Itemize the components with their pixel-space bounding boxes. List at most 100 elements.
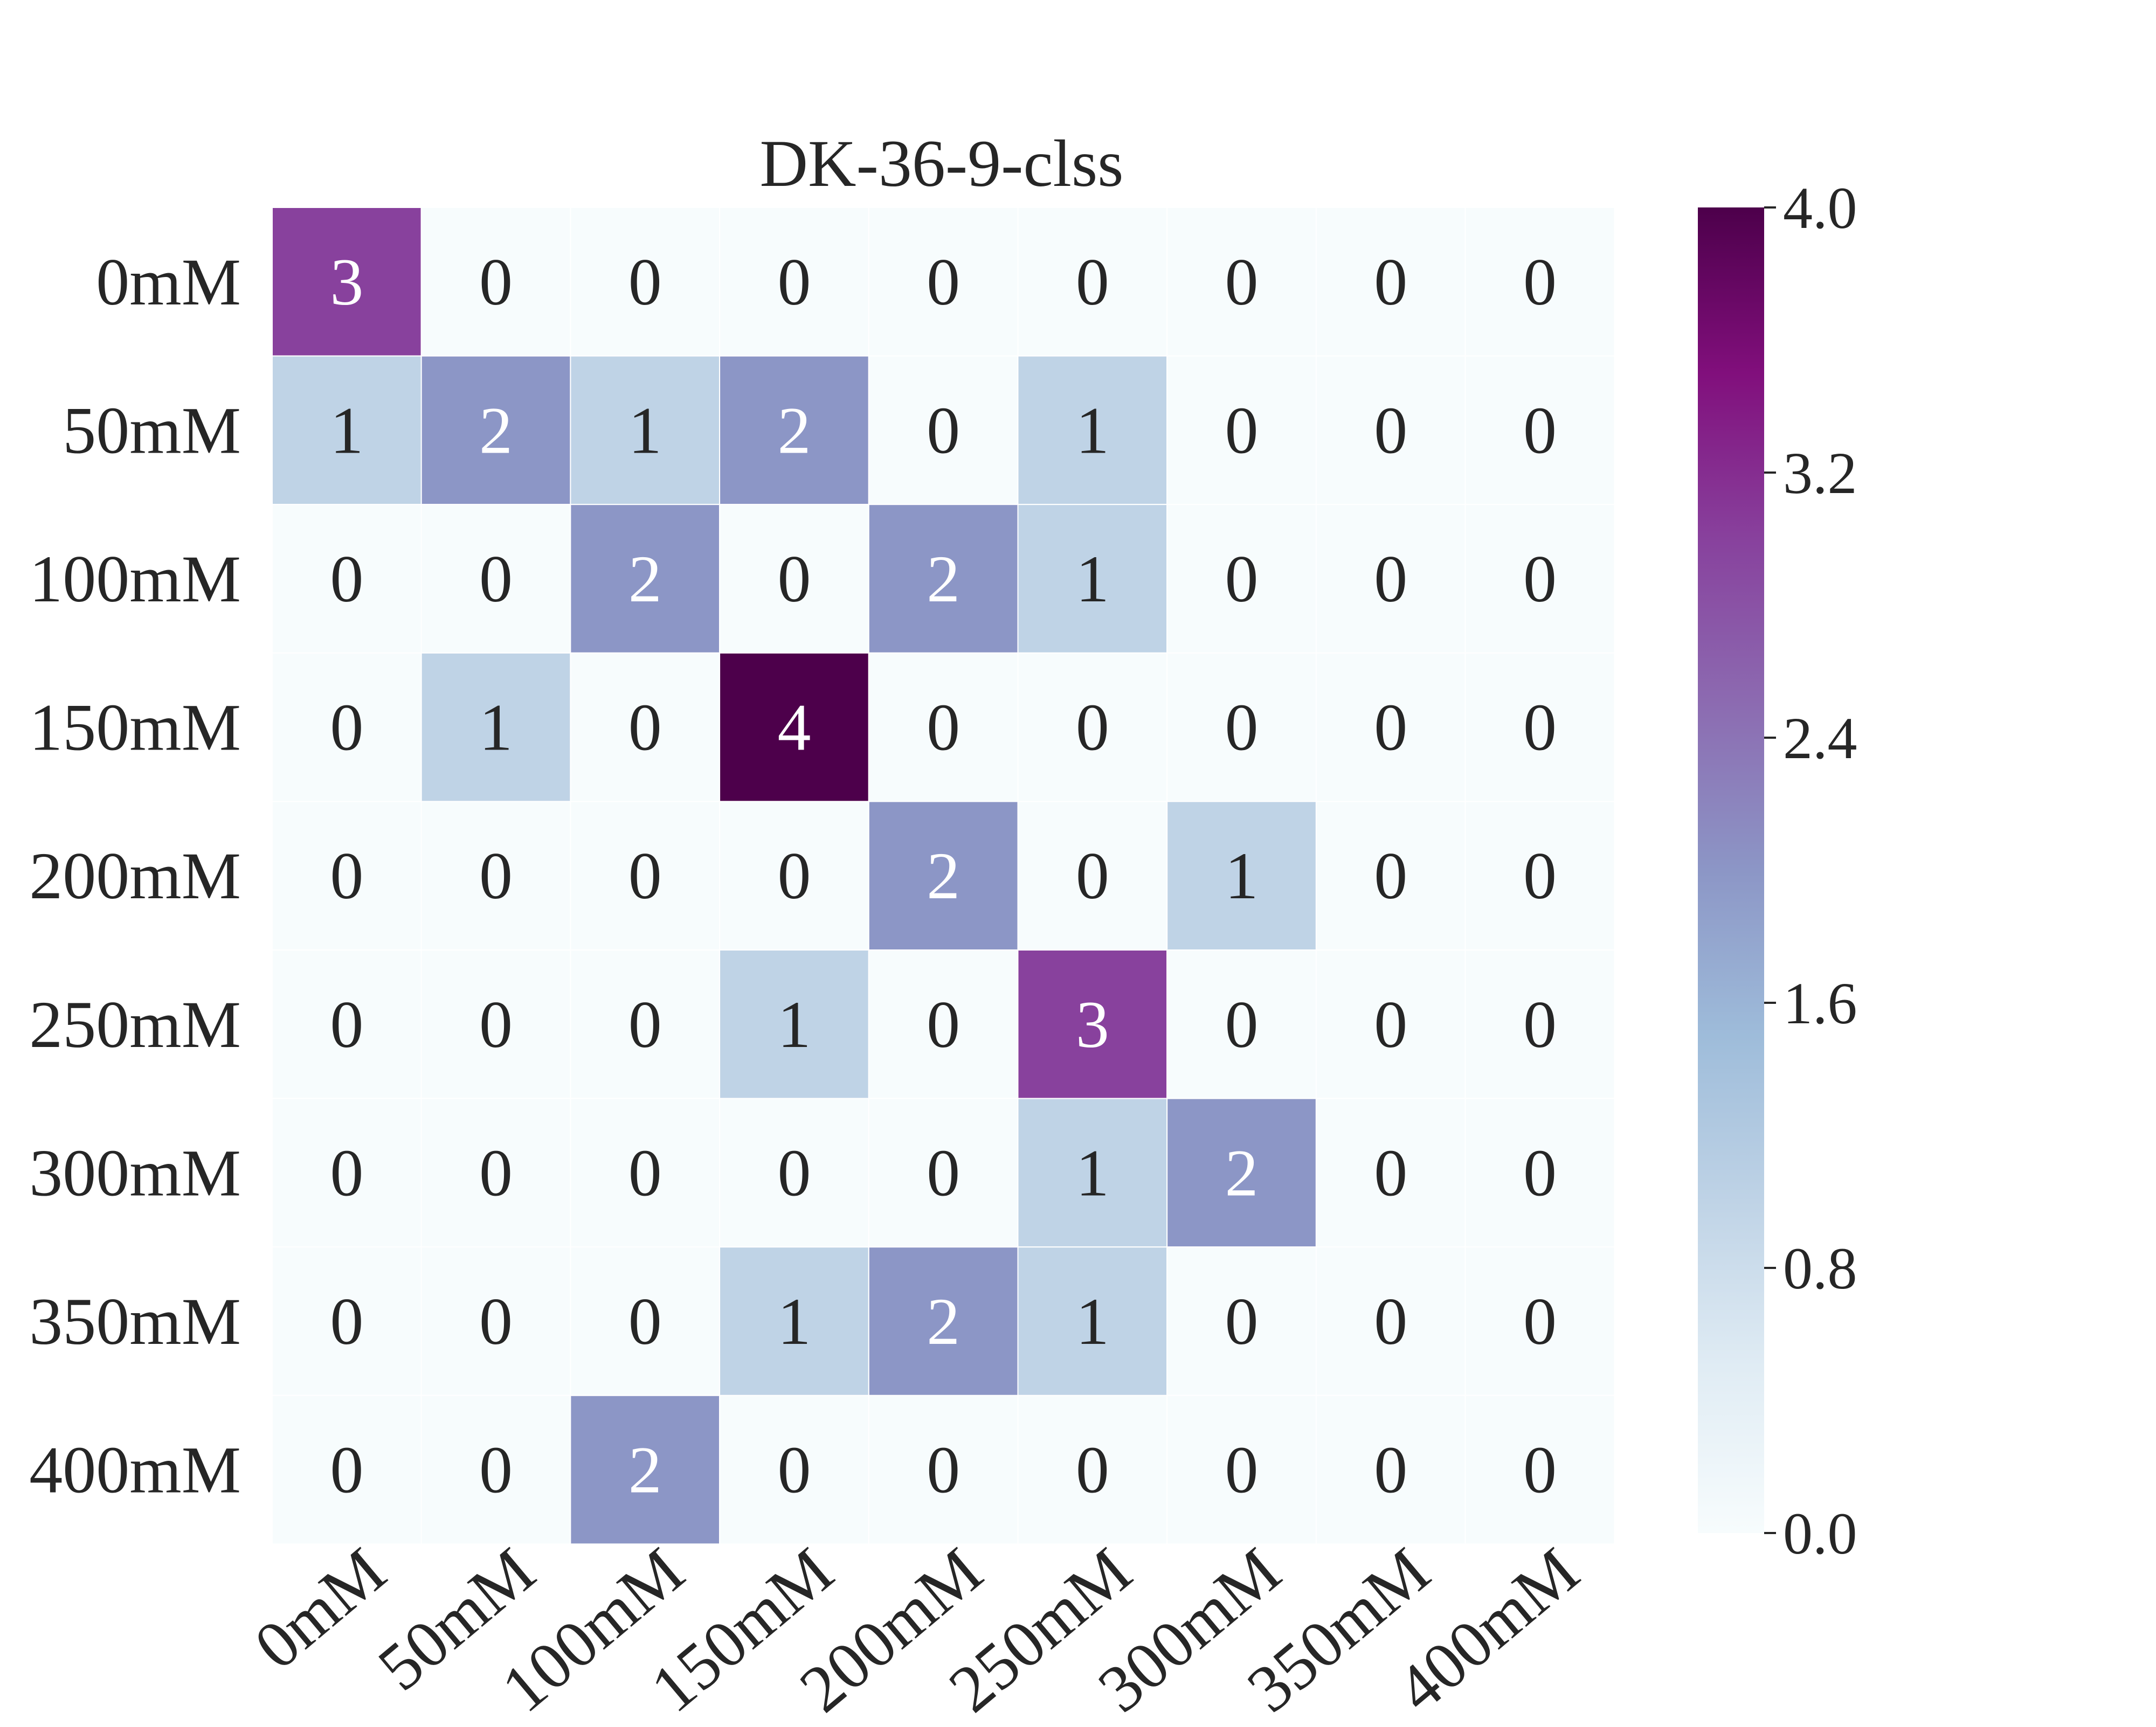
cell-value-label: 0 xyxy=(1076,1433,1109,1507)
cell-value-label: 0 xyxy=(479,542,513,616)
y-axis-ticks: 0mM 50mM 100mM 150mM 200mM 250mM 300mM 350mM 400… xyxy=(29,245,241,1507)
cell-value-label: 0 xyxy=(1374,1285,1407,1358)
cell-value-label: 0 xyxy=(628,245,662,319)
y-tick-label: 200mM xyxy=(29,839,241,913)
chart-title: DK-36-9-clss xyxy=(760,127,1124,200)
cell-value-label: 0 xyxy=(777,1433,811,1507)
cell-value-label: 0 xyxy=(330,1136,363,1210)
cell-value-label: 0 xyxy=(1374,839,1407,913)
cell-value-label: 0 xyxy=(479,988,513,1062)
cell-value-label: 0 xyxy=(777,1136,811,1210)
cell-value-label: 1 xyxy=(777,988,811,1062)
colorbar-gradient xyxy=(1698,207,1764,1533)
cell-value-label: 0 xyxy=(1374,245,1407,319)
cell-value-label: 0 xyxy=(1523,245,1557,319)
cell-value-label: 0 xyxy=(330,1433,363,1507)
colorbar-tick-label: 0.0 xyxy=(1783,1501,1857,1566)
cell-value-label: 0 xyxy=(1374,542,1407,616)
cell-value-label: 0 xyxy=(330,839,363,913)
cell-value-label: 1 xyxy=(777,1285,811,1358)
cell-value-label: 0 xyxy=(1076,245,1109,319)
cell-value-label: 1 xyxy=(479,691,513,765)
cell-value-label: 0 xyxy=(777,245,811,319)
cell-value-label: 0 xyxy=(479,245,513,319)
cell-value-label: 0 xyxy=(1076,839,1109,913)
cell-value-label: 0 xyxy=(1225,542,1259,616)
cell-value-label: 2 xyxy=(628,1433,662,1507)
y-tick-label: 300mM xyxy=(29,1136,241,1210)
y-tick-label: 250mM xyxy=(29,988,241,1062)
cell-value-label: 4 xyxy=(777,691,811,765)
cell-value-label: 0 xyxy=(1374,691,1407,765)
heatmap-cells: 3 0 0 0 0 0 0 0 0 1 2 1 2 0 1 0 0 0 0 0 2 0 2 1 0 0 0 0 1 0 4 0 0 0 0 0 0 0 0 0… xyxy=(272,207,1614,1544)
cell-value-label: 0 xyxy=(1225,988,1259,1062)
cell-value-label: 0 xyxy=(479,839,513,913)
cell-value-label: 0 xyxy=(1225,691,1259,765)
cell-value-label: 0 xyxy=(1076,691,1109,765)
cell-value-label: 2 xyxy=(1225,1136,1259,1210)
cell-value-label: 0 xyxy=(927,988,960,1062)
cell-value-label: 0 xyxy=(1523,988,1557,1062)
y-tick-label: 100mM xyxy=(29,542,241,616)
cell-value-label: 0 xyxy=(777,542,811,616)
y-tick-label: 350mM xyxy=(29,1285,241,1358)
cell-value-label: 0 xyxy=(330,691,363,765)
cell-value-label: 0 xyxy=(1523,393,1557,467)
cell-value-label: 1 xyxy=(1076,542,1109,616)
cell-value-label: 0 xyxy=(927,691,960,765)
cell-value-label: 0 xyxy=(1225,1433,1259,1507)
y-tick-label: 0mM xyxy=(96,245,241,319)
cell-value-label: 0 xyxy=(1523,542,1557,616)
cell-value-label: 0 xyxy=(1225,245,1259,319)
colorbar-tick-label: 4.0 xyxy=(1783,175,1857,241)
cell-value-label: 2 xyxy=(628,542,662,616)
cell-value-label: 1 xyxy=(1076,1136,1109,1210)
cell-value-label: 2 xyxy=(927,1285,960,1358)
x-axis-ticks: 0mM50mM100mM150mM200mM250mM300mM350mM400… xyxy=(241,1534,1593,1724)
cell-value-label: 0 xyxy=(1523,839,1557,913)
cell-value-label: 0 xyxy=(1374,1136,1407,1210)
colorbar-tick-label: 1.6 xyxy=(1783,970,1857,1036)
cell-value-label: 0 xyxy=(927,1136,960,1210)
cell-value-label: 0 xyxy=(1225,1285,1259,1358)
cell-value-label: 1 xyxy=(1076,393,1109,467)
cell-value-label: 0 xyxy=(1523,1285,1557,1358)
cell-value-label: 1 xyxy=(1076,1285,1109,1358)
cell-value-label: 1 xyxy=(330,393,363,467)
cell-value-label: 0 xyxy=(479,1433,513,1507)
cell-value-label: 0 xyxy=(1374,1433,1407,1507)
cell-value-label: 0 xyxy=(479,1285,513,1358)
cell-value-label: 2 xyxy=(927,542,960,616)
colorbar: 0.0 0.8 1.6 2.4 3.2 4.0 xyxy=(1698,175,1857,1566)
cell-value-label: 0 xyxy=(1374,988,1407,1062)
cell-value-label: 2 xyxy=(479,393,513,467)
cell-value-label: 0 xyxy=(628,691,662,765)
cell-value-label: 1 xyxy=(1225,839,1259,913)
cell-value-label: 0 xyxy=(927,1433,960,1507)
cell-value-label: 0 xyxy=(777,839,811,913)
cell-value-label: 3 xyxy=(330,245,363,319)
cell-value-label: 0 xyxy=(330,542,363,616)
cell-value-label: 0 xyxy=(628,1136,662,1210)
y-tick-label: 150mM xyxy=(29,691,241,765)
cell-value-label: 0 xyxy=(628,1285,662,1358)
cell-value-label: 2 xyxy=(927,839,960,913)
cell-value-label: 0 xyxy=(1374,393,1407,467)
cell-value-label: 1 xyxy=(628,393,662,467)
cell-value-label: 0 xyxy=(628,988,662,1062)
colorbar-tick-label: 2.4 xyxy=(1783,705,1857,771)
cell-value-label: 0 xyxy=(330,1285,363,1358)
cell-value-label: 0 xyxy=(628,839,662,913)
cell-value-label: 0 xyxy=(479,1136,513,1210)
cell-value-label: 0 xyxy=(1523,1136,1557,1210)
cell-value-label: 0 xyxy=(1225,393,1259,467)
cell-value-label: 0 xyxy=(1523,691,1557,765)
cell-value-label: 2 xyxy=(777,393,811,467)
colorbar-tick-label: 0.8 xyxy=(1783,1236,1857,1301)
cell-value-label: 0 xyxy=(1523,1433,1557,1507)
y-tick-label: 400mM xyxy=(29,1433,241,1507)
cell-value-label: 3 xyxy=(1076,988,1109,1062)
cell-value-label: 0 xyxy=(927,245,960,319)
y-tick-label: 50mM xyxy=(63,393,241,467)
cell-value-label: 0 xyxy=(330,988,363,1062)
